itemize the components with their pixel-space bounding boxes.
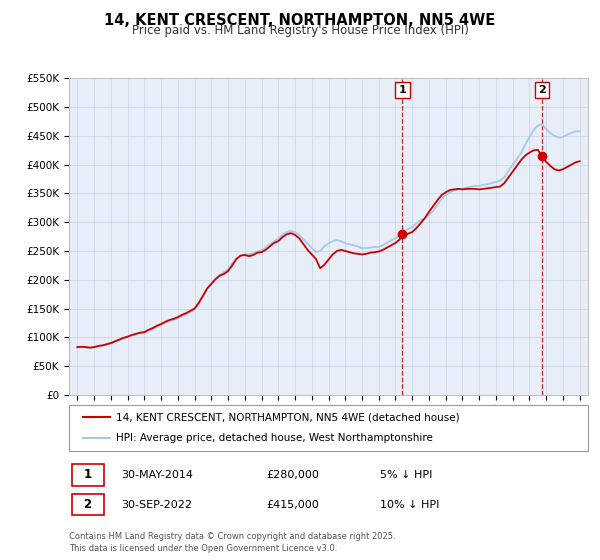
Text: 14, KENT CRESCENT, NORTHAMPTON, NN5 4WE (detached house): 14, KENT CRESCENT, NORTHAMPTON, NN5 4WE … xyxy=(116,412,460,422)
Text: 30-SEP-2022: 30-SEP-2022 xyxy=(121,500,192,510)
Text: Contains HM Land Registry data © Crown copyright and database right 2025.
This d: Contains HM Land Registry data © Crown c… xyxy=(69,533,395,553)
Text: 2: 2 xyxy=(83,498,92,511)
Text: 30-MAY-2014: 30-MAY-2014 xyxy=(121,470,193,480)
Text: HPI: Average price, detached house, West Northamptonshire: HPI: Average price, detached house, West… xyxy=(116,433,433,444)
Text: 14, KENT CRESCENT, NORTHAMPTON, NN5 4WE: 14, KENT CRESCENT, NORTHAMPTON, NN5 4WE xyxy=(104,13,496,28)
Text: Price paid vs. HM Land Registry's House Price Index (HPI): Price paid vs. HM Land Registry's House … xyxy=(131,24,469,36)
Text: 10% ↓ HPI: 10% ↓ HPI xyxy=(380,500,440,510)
Text: £280,000: £280,000 xyxy=(266,470,319,480)
Text: 1: 1 xyxy=(398,85,406,95)
Text: 5% ↓ HPI: 5% ↓ HPI xyxy=(380,470,433,480)
Text: 1: 1 xyxy=(83,468,92,482)
Text: £415,000: £415,000 xyxy=(266,500,319,510)
Text: 2: 2 xyxy=(538,85,546,95)
Bar xyxy=(71,464,104,486)
Bar xyxy=(71,494,104,515)
